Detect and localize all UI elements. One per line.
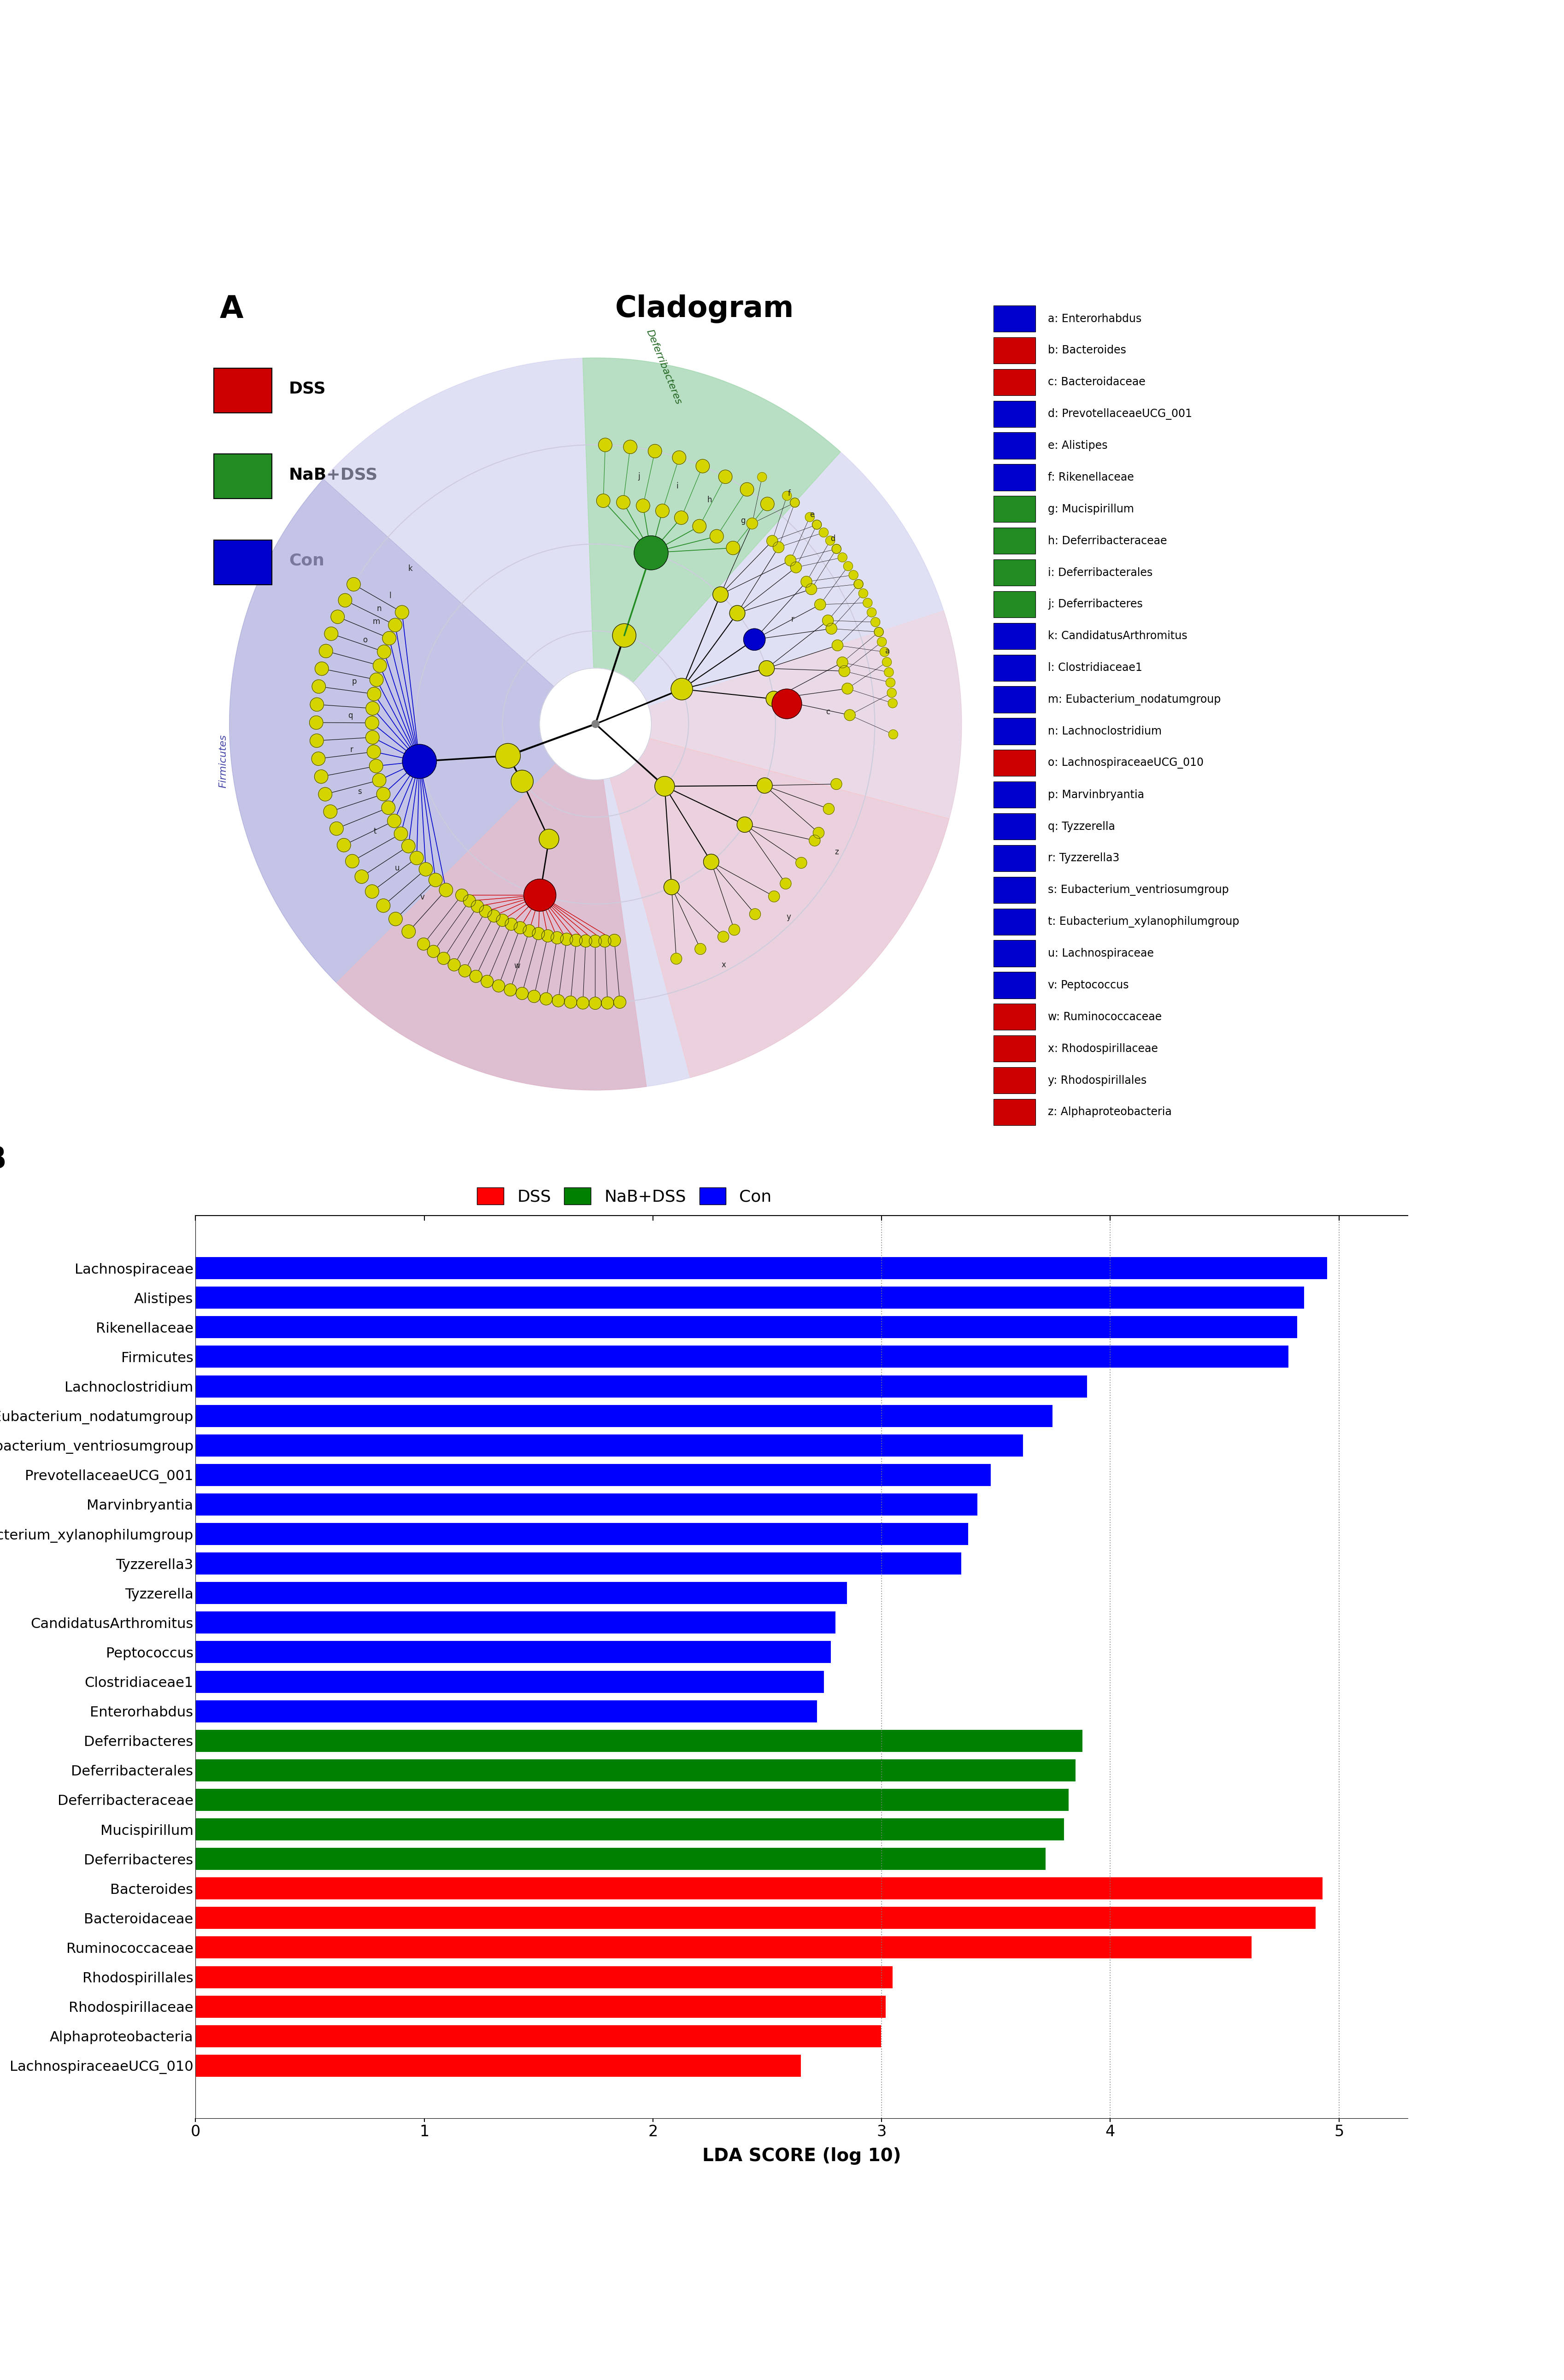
Bar bbox=[196, 1759, 1076, 1783]
FancyBboxPatch shape bbox=[214, 369, 272, 412]
Bar bbox=[196, 1464, 992, 1488]
Bar bbox=[196, 1345, 1289, 1368]
Legend: DSS, NaB+DSS, Con: DSS, NaB+DSS, Con bbox=[471, 1180, 779, 1211]
Bar bbox=[196, 1257, 1328, 1280]
Bar bbox=[196, 1492, 978, 1516]
Text: Con: Con bbox=[289, 552, 324, 569]
Bar bbox=[196, 1376, 1087, 1397]
Bar bbox=[196, 1847, 1046, 1871]
Bar bbox=[196, 1404, 1053, 1428]
Bar bbox=[196, 1523, 968, 1545]
Text: NaB+DSS: NaB+DSS bbox=[289, 466, 378, 483]
FancyBboxPatch shape bbox=[214, 540, 272, 585]
Bar bbox=[196, 1818, 1065, 1840]
Bar bbox=[196, 1671, 824, 1692]
Bar bbox=[196, 1316, 1298, 1340]
FancyBboxPatch shape bbox=[214, 455, 272, 500]
Text: B: B bbox=[0, 1145, 6, 1176]
Bar bbox=[196, 1640, 832, 1664]
Bar bbox=[196, 1994, 887, 2018]
Bar bbox=[196, 1611, 835, 1635]
Bar bbox=[196, 1787, 1070, 1811]
Bar bbox=[196, 2025, 882, 2047]
Bar bbox=[196, 1583, 848, 1604]
Text: Cladogram: Cladogram bbox=[615, 295, 795, 324]
Text: DSS: DSS bbox=[289, 381, 325, 397]
Bar bbox=[196, 1699, 818, 1723]
X-axis label: LDA SCORE (log 10): LDA SCORE (log 10) bbox=[702, 2147, 901, 2166]
Bar bbox=[196, 1878, 1323, 1899]
Bar bbox=[196, 1906, 1317, 1930]
Bar bbox=[196, 1552, 962, 1576]
Bar bbox=[196, 2054, 802, 2078]
Bar bbox=[196, 1935, 1253, 1959]
Bar bbox=[196, 1285, 1304, 1309]
Bar bbox=[196, 1433, 1023, 1457]
Text: A: A bbox=[219, 295, 244, 324]
Bar bbox=[196, 1966, 893, 1990]
Bar bbox=[196, 1730, 1082, 1752]
